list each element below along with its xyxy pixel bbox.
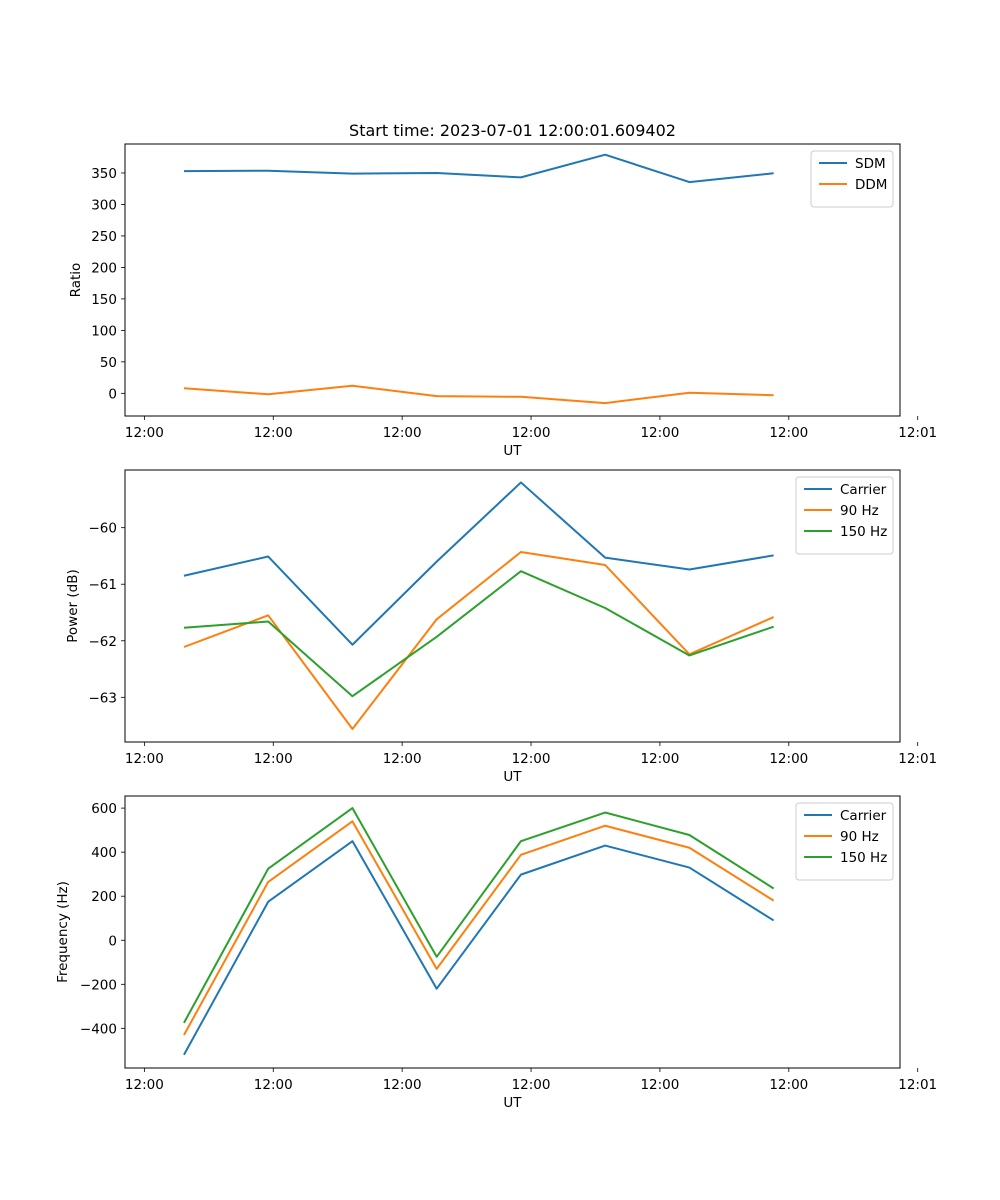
y-tick-label: 400 — [91, 845, 117, 861]
y-tick-label: 0 — [108, 386, 117, 402]
x-tick-label: 12:00 — [512, 1077, 551, 1093]
x-tick-label: 12:00 — [383, 1077, 422, 1093]
axes-frame — [124, 795, 901, 1069]
legend — [810, 150, 894, 208]
x-tick-label: 12:00 — [383, 425, 422, 441]
x-tick-label: 12:00 — [640, 1077, 679, 1093]
y-tick-label: 50 — [100, 355, 117, 371]
legend-entry: Carrier — [840, 808, 887, 824]
panel-power: 12:00 12:00 12:00 12:00 12:00 12:00 12:01 −63 −6… — [65, 469, 937, 785]
y-tick-label: −61 — [89, 577, 118, 593]
y-tick-label: −60 — [89, 521, 118, 537]
x-tick-label: 12:00 — [254, 1077, 293, 1093]
panel-ratio: 12:00 12:00 12:00 12:00 12:00 12:00 12:01 0 50 10… — [68, 121, 937, 459]
legend-entry: 90 Hz — [840, 503, 879, 519]
x-tick-label: 12:00 — [769, 1077, 808, 1093]
x-axis-label: UT — [503, 443, 522, 459]
x-tick-label: 12:00 — [254, 425, 293, 441]
x-tick-label: 12:00 — [640, 751, 679, 767]
y-tick-label: 150 — [91, 292, 117, 308]
panel-frequency: 12:00 12:00 12:00 12:00 12:00 12:00 12:01 −400 −… — [55, 795, 937, 1111]
y-tick-label: 600 — [91, 801, 117, 817]
series-line-carrier — [183, 840, 775, 1056]
x-tick-label: 12:00 — [125, 751, 164, 767]
series-line-150-hz — [183, 570, 774, 698]
series-line-sdm — [183, 153, 774, 184]
series-line-ddm — [183, 384, 774, 405]
x-tick-label: 12:00 — [383, 751, 422, 767]
y-tick-label: 200 — [91, 260, 117, 276]
y-axis-label: Frequency (Hz) — [55, 881, 71, 983]
y-tick-label: −62 — [89, 634, 118, 650]
chart-title: Start time: 2023-07-01 12:00:01.609402 — [349, 121, 676, 140]
legend-entry: SDM — [855, 156, 886, 172]
legend — [795, 476, 894, 555]
y-tick-label: 300 — [91, 197, 117, 213]
x-tick-label: 12:01 — [898, 751, 937, 767]
y-tick-label: 0 — [108, 933, 117, 949]
x-tick-label: 12:00 — [512, 425, 551, 441]
legend-entry: 150 Hz — [840, 524, 887, 540]
x-tick-label: 12:00 — [125, 425, 164, 441]
legend-entry: 90 Hz — [840, 829, 879, 845]
y-tick-label: 350 — [91, 166, 117, 182]
y-tick-label: 100 — [91, 323, 117, 339]
series-line-150-hz — [183, 807, 775, 1024]
y-tick-label: 250 — [91, 229, 117, 245]
x-tick-label: 12:01 — [898, 1077, 937, 1093]
series-line-90-hz — [183, 820, 775, 1036]
x-tick-label: 12:00 — [125, 1077, 164, 1093]
y-axis-label: Power (dB) — [65, 569, 81, 642]
y-tick-label: −400 — [80, 1021, 117, 1037]
axes-frame — [124, 143, 901, 417]
y-tick-label: −200 — [80, 977, 117, 993]
x-tick-label: 12:01 — [898, 425, 937, 441]
y-tick-label: 200 — [91, 889, 117, 905]
x-tick-label: 12:00 — [640, 425, 679, 441]
series-line-90-hz — [183, 551, 775, 730]
x-axis-label: UT — [503, 1095, 522, 1111]
x-tick-label: 12:00 — [769, 425, 808, 441]
x-tick-label: 12:00 — [769, 751, 808, 767]
legend — [795, 802, 894, 881]
x-tick-label: 12:00 — [512, 751, 551, 767]
y-tick-label: −63 — [89, 690, 118, 706]
legend-entry: Carrier — [840, 482, 887, 498]
axes-frame — [124, 469, 901, 743]
legend-entry: DDM — [855, 177, 887, 193]
series-line-carrier — [183, 481, 774, 646]
x-axis-label: UT — [503, 769, 522, 785]
legend-entry: 150 Hz — [840, 850, 887, 866]
x-tick-label: 12:00 — [254, 751, 293, 767]
y-axis-label: Ratio — [68, 263, 84, 298]
